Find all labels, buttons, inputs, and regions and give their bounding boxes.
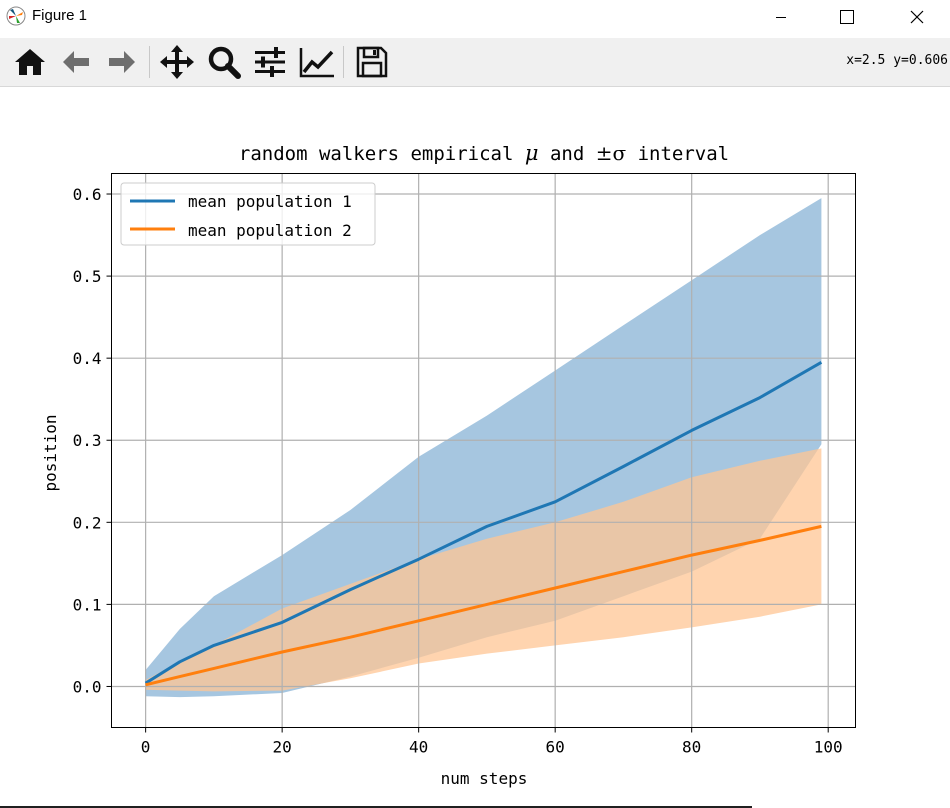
legend-label-population-2: mean population 2 xyxy=(188,221,352,240)
configure-subplots-button[interactable] xyxy=(252,44,288,80)
minimize-button[interactable] xyxy=(758,0,804,33)
zoom-icon xyxy=(208,46,241,79)
mean-line-population-2 xyxy=(145,524,822,687)
x-axis-ticks: 0 20 40 60 80 100 xyxy=(141,727,843,757)
y-axis-label: position xyxy=(41,414,60,491)
pan-button[interactable] xyxy=(159,44,195,80)
chart-plot[interactable]: 0 20 40 60 80 100 0.0 0.1 0.2 0.3 0.4 0.5 0.6 rando… xyxy=(0,87,950,808)
home-icon xyxy=(15,49,45,75)
y-tick-label: 0.1 xyxy=(73,595,102,614)
y-axis-ticks: 0.0 0.1 0.2 0.3 0.4 0.5 0.6 xyxy=(73,185,112,696)
legend-label-population-1: mean population 1 xyxy=(188,192,352,211)
chart-title-mu: μ xyxy=(525,141,539,165)
cursor-coordinates: x=2.5 y=0.606 xyxy=(846,53,948,68)
chart-title-mid: and xyxy=(539,143,596,165)
toolbar-separator xyxy=(149,46,150,78)
y-tick-label: 0.4 xyxy=(73,349,102,368)
mean-line-population-1 xyxy=(144,360,823,685)
mean-lines xyxy=(144,360,823,687)
toolbar-separator xyxy=(343,46,344,78)
maximize-icon xyxy=(840,9,854,24)
axes-frame xyxy=(111,173,856,728)
navigation-toolbar: x=2.5 y=0.606 xyxy=(0,38,950,87)
edit-axes-button[interactable] xyxy=(299,44,335,80)
window-titlebar: Figure 1 xyxy=(0,0,950,33)
chart-title-suffix: interval xyxy=(626,143,729,165)
close-icon xyxy=(910,10,924,23)
close-button[interactable] xyxy=(894,0,940,33)
maximize-button[interactable] xyxy=(824,0,870,33)
chart-legend: mean population 1 mean population 2 xyxy=(120,182,376,246)
zoom-button[interactable] xyxy=(206,44,242,80)
x-tick-label: 40 xyxy=(409,738,428,757)
y-tick-label: 0.3 xyxy=(73,431,102,450)
y-tick-label: 0.0 xyxy=(73,677,102,696)
x-tick-label: 80 xyxy=(682,738,701,757)
home-button[interactable] xyxy=(12,44,48,80)
window-title: Figure 1 xyxy=(32,7,88,24)
grid-lines xyxy=(111,173,856,728)
back-icon xyxy=(63,51,89,73)
back-button[interactable] xyxy=(58,44,94,80)
chart-title-pm-sigma: ±σ xyxy=(596,141,627,165)
canvas-bottom-edge xyxy=(0,806,752,808)
x-tick-label: 0 xyxy=(141,738,151,757)
x-axis-label: num steps xyxy=(441,769,528,788)
figure-canvas[interactable]: 0 20 40 60 80 100 0.0 0.1 0.2 0.3 0.4 0.5 0.6 rando… xyxy=(0,87,950,808)
x-tick-label: 20 xyxy=(273,738,292,757)
save-icon xyxy=(356,46,388,78)
y-tick-label: 0.2 xyxy=(73,513,102,532)
forward-icon xyxy=(109,51,135,73)
matplotlib-logo-icon xyxy=(6,6,26,26)
save-button[interactable] xyxy=(354,44,390,80)
legend-frame xyxy=(120,182,376,246)
y-tick-label: 0.6 xyxy=(73,185,102,204)
x-tick-label: 60 xyxy=(546,738,565,757)
forward-button[interactable] xyxy=(104,44,140,80)
edit-axes-icon xyxy=(299,48,334,78)
confidence-bands xyxy=(145,198,822,698)
chart-title-prefix: random walkers empirical xyxy=(239,143,525,165)
y-tick-label: 0.5 xyxy=(73,267,102,286)
pan-icon xyxy=(160,45,194,79)
configure-subplots-icon xyxy=(255,47,285,77)
band-population-2 xyxy=(145,448,822,692)
minimize-icon xyxy=(776,16,786,18)
chart-title: random walkers empirical μ and ±σ interv… xyxy=(239,141,729,165)
x-tick-label: 100 xyxy=(814,738,843,757)
